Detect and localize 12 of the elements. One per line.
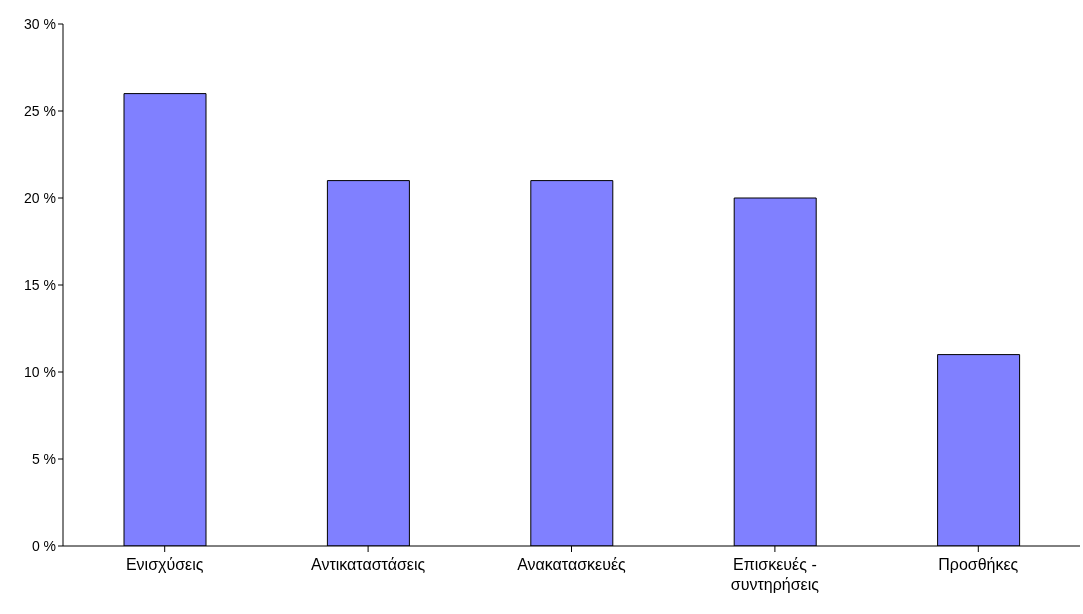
y-tick-label: 0 % xyxy=(31,537,56,554)
y-tick-label: 10 % xyxy=(24,363,56,380)
y-tick-label: 25 % xyxy=(24,102,56,119)
y-tick-label: 30 % xyxy=(24,15,56,32)
x-tick-label: Επισκευές - συντηρήσεις xyxy=(730,556,820,593)
x-tick-label: Ενισχύσεις xyxy=(125,556,204,573)
y-tick-label: 20 % xyxy=(24,189,56,206)
x-tick-label: Προσθήκες xyxy=(938,556,1019,573)
y-tick-label: 5 % xyxy=(31,450,56,467)
x-tick-label: Ανακατασκευές xyxy=(517,556,627,573)
x-tick-label: Αντικαταστάσεις xyxy=(311,556,426,573)
y-tick-label: 15 % xyxy=(24,276,56,293)
